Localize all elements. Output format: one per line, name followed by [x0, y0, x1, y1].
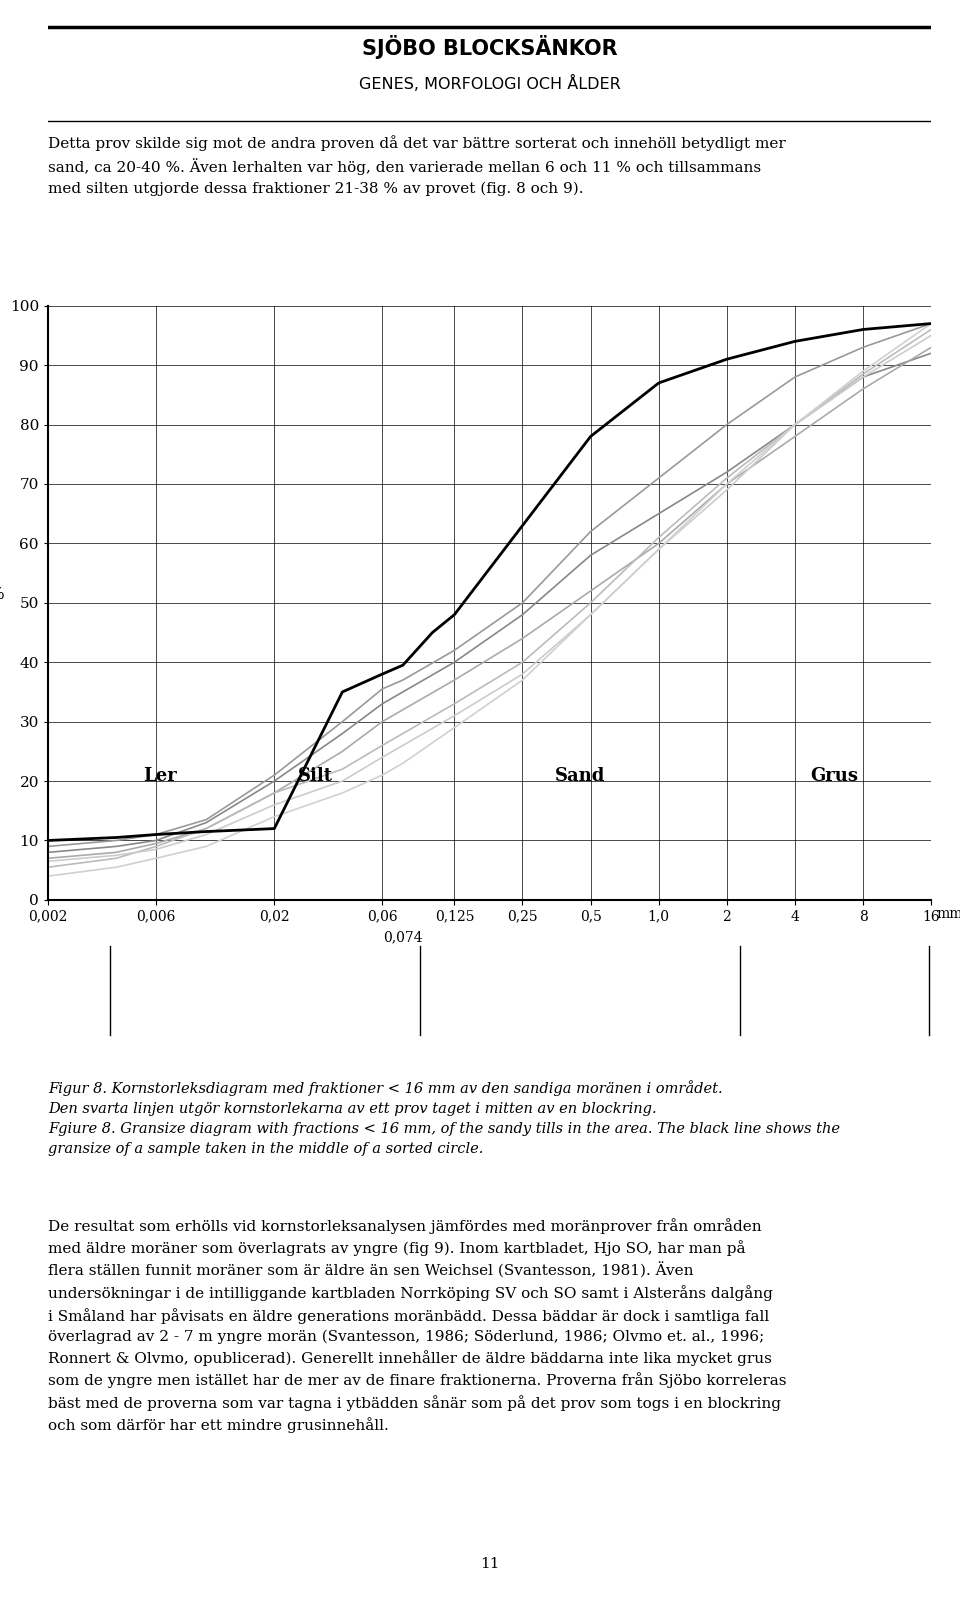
Text: SJÖBO BLOCKSÄNKOR: SJÖBO BLOCKSÄNKOR	[362, 34, 617, 58]
Text: Silt: Silt	[298, 766, 333, 786]
Text: Sand: Sand	[555, 766, 605, 786]
Text: Figur 8. Kornstorleksdiagram med fraktioner < 16 mm av den sandiga moränen i omr: Figur 8. Kornstorleksdiagram med fraktio…	[48, 1080, 840, 1156]
Text: 11: 11	[480, 1557, 499, 1572]
Text: GENES, MORFOLOGI OCH ÅLDER: GENES, MORFOLOGI OCH ÅLDER	[359, 74, 620, 92]
Text: Detta prov skilde sig mot de andra proven då det var bättre sorterat och innehöl: Detta prov skilde sig mot de andra prove…	[48, 134, 785, 196]
Text: mm: mm	[937, 907, 960, 920]
Y-axis label: %: %	[0, 585, 4, 603]
Text: De resultat som erhölls vid kornstorleksanalysen jämfördes med moränprover från : De resultat som erhölls vid kornstorleks…	[48, 1218, 786, 1433]
Text: Grus: Grus	[810, 766, 858, 786]
Text: Ler: Ler	[144, 766, 178, 786]
Text: 0,074: 0,074	[383, 930, 422, 944]
